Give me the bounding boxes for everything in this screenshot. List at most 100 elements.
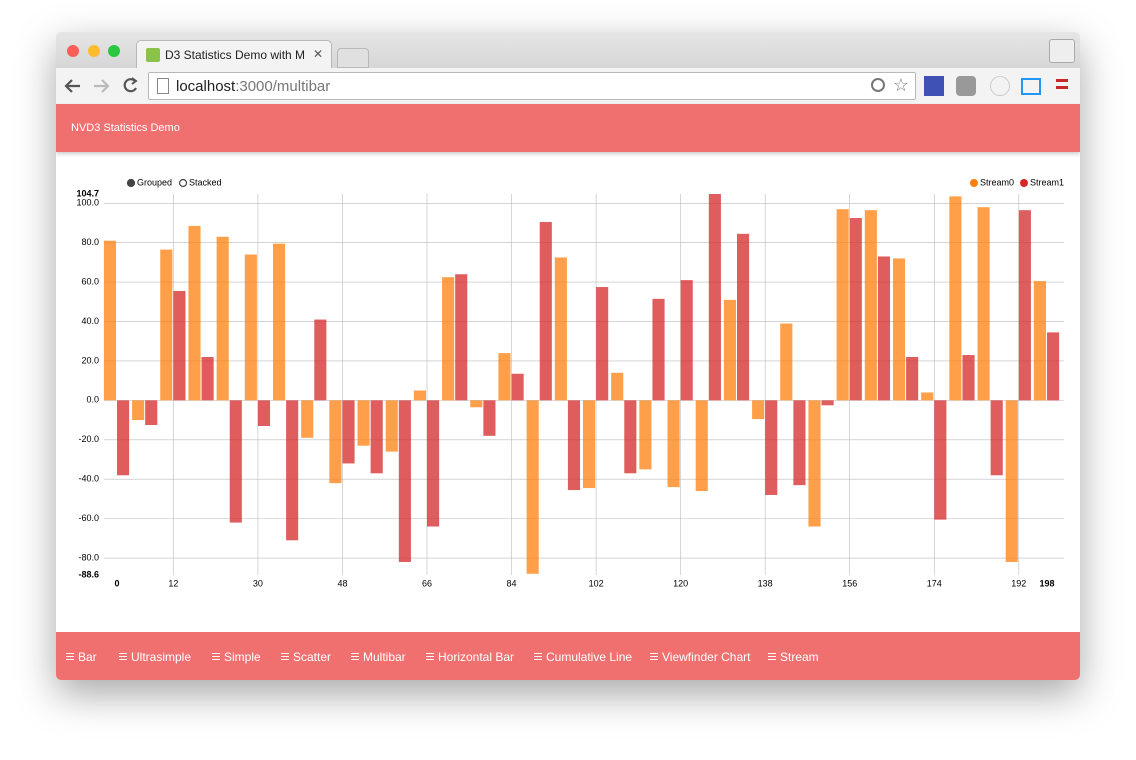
bar[interactable] [906, 357, 919, 401]
extension-icon[interactable] [956, 76, 976, 96]
bar[interactable] [680, 280, 693, 401]
bar[interactable] [103, 240, 116, 401]
bar[interactable] [483, 400, 496, 436]
extension-icon[interactable] [924, 76, 944, 96]
bar[interactable] [652, 298, 665, 401]
address-bar[interactable]: localhost:3000/multibar ☆ [148, 72, 916, 100]
bar[interactable] [639, 400, 652, 470]
legend-dot[interactable] [969, 179, 978, 187]
nav-item[interactable]: Stream [768, 650, 819, 664]
bar[interactable] [793, 400, 806, 486]
bar[interactable] [244, 254, 257, 401]
bar[interactable] [160, 249, 173, 401]
control-label[interactable]: Stacked [189, 177, 222, 187]
bar[interactable] [624, 400, 637, 474]
nav-item[interactable]: Simple [212, 650, 261, 664]
bar[interactable] [695, 400, 708, 492]
bar[interactable] [455, 274, 468, 401]
nav-item[interactable]: Horizontal Bar [426, 650, 514, 664]
bar[interactable] [1005, 400, 1018, 562]
bar[interactable] [567, 400, 581, 491]
bar[interactable] [737, 233, 750, 401]
extension-icon[interactable] [990, 76, 1010, 96]
bar[interactable] [1047, 332, 1060, 401]
nav-item[interactable]: Ultrasimple [119, 650, 191, 664]
bar[interactable] [286, 400, 299, 541]
bar[interactable] [780, 323, 793, 401]
bar[interactable] [145, 400, 158, 426]
bar[interactable] [357, 400, 370, 446]
nav-item[interactable]: Multibar [351, 650, 406, 664]
bar[interactable] [314, 319, 327, 401]
bar[interactable] [667, 400, 680, 488]
bar[interactable] [921, 392, 934, 401]
bar[interactable] [611, 372, 624, 401]
bar[interactable] [821, 400, 834, 406]
control-dot[interactable] [178, 178, 188, 188]
bar[interactable] [596, 287, 609, 401]
nav-item[interactable]: Bar [66, 650, 97, 664]
bar[interactable] [539, 221, 552, 401]
bar[interactable] [229, 400, 242, 523]
bar[interactable] [511, 373, 524, 401]
zoom-button[interactable] [108, 45, 120, 57]
nav-item[interactable]: Viewfinder Chart [650, 650, 751, 664]
bar[interactable] [962, 355, 975, 401]
bar[interactable] [132, 400, 145, 421]
tab-close[interactable]: ✕ [313, 47, 324, 61]
legend-label[interactable]: Stream1 [1030, 177, 1064, 187]
bar[interactable] [201, 357, 214, 401]
bar[interactable] [934, 400, 947, 520]
app-title[interactable]: NVD3 Statistics Demo [71, 122, 180, 134]
bar[interactable] [398, 400, 411, 562]
bar[interactable] [723, 299, 736, 401]
minimize-button[interactable] [88, 45, 100, 57]
bar[interactable] [329, 400, 342, 484]
nav-item[interactable]: Scatter [281, 650, 331, 664]
bar[interactable] [216, 236, 229, 401]
profile-button[interactable] [1049, 39, 1075, 63]
bar[interactable] [173, 290, 186, 401]
bar[interactable] [708, 194, 721, 401]
bar[interactable] [765, 400, 778, 495]
bar[interactable] [977, 207, 990, 401]
bar[interactable] [864, 210, 877, 401]
bar[interactable] [526, 400, 539, 574]
bar[interactable] [752, 400, 765, 420]
bar[interactable] [427, 400, 440, 527]
bar[interactable] [117, 400, 130, 476]
bar[interactable] [385, 400, 398, 452]
legend-label[interactable]: Stream0 [980, 177, 1014, 187]
bar[interactable] [1018, 210, 1031, 401]
bar[interactable] [849, 218, 862, 401]
new-tab[interactable] [337, 48, 369, 68]
extension-icon[interactable] [1021, 78, 1041, 95]
bar[interactable] [554, 257, 567, 401]
bar[interactable] [188, 225, 201, 401]
bar[interactable] [413, 390, 426, 401]
bar[interactable] [808, 400, 821, 527]
menu-button[interactable] [1056, 79, 1068, 89]
bar[interactable] [877, 256, 891, 401]
nav-item[interactable]: Cumulative Line [534, 650, 632, 664]
legend-dot[interactable] [1019, 179, 1028, 187]
bar[interactable] [442, 277, 455, 401]
control-dot[interactable] [126, 178, 136, 188]
tab[interactable]: D3 Statistics Demo with Mo ✕ [136, 40, 332, 69]
bar[interactable] [257, 400, 271, 426]
bar[interactable] [370, 400, 383, 474]
bar[interactable] [949, 196, 962, 401]
bar[interactable] [498, 353, 511, 401]
control-label[interactable]: Grouped [137, 177, 172, 187]
bar[interactable] [990, 400, 1003, 476]
bookmark-star[interactable]: ☆ [892, 75, 909, 95]
close-button[interactable] [67, 45, 79, 57]
zoom-icon[interactable] [871, 78, 885, 92]
bar[interactable] [892, 258, 906, 401]
bar[interactable] [582, 400, 596, 489]
bar[interactable] [342, 400, 355, 464]
nav-buttons[interactable] [56, 68, 148, 104]
bar[interactable] [470, 400, 483, 408]
bar[interactable] [272, 243, 286, 401]
bar[interactable] [1033, 281, 1046, 401]
